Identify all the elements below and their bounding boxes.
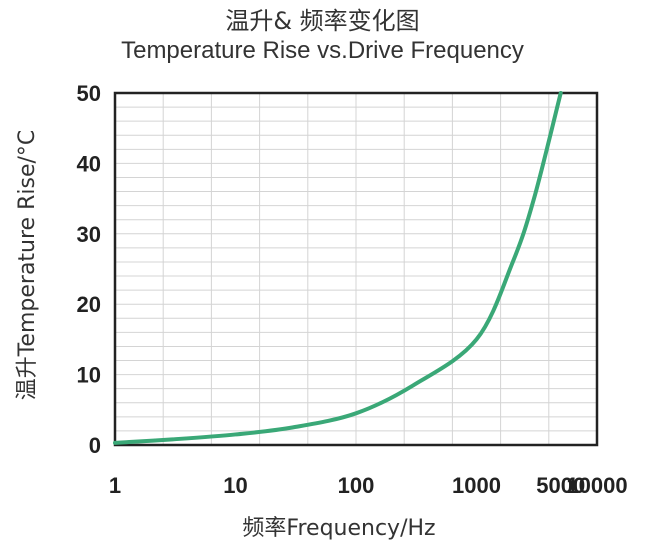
plot-frame bbox=[113, 91, 599, 447]
y-tick-label: 30 bbox=[77, 222, 101, 247]
x-tick-label: 10 bbox=[223, 473, 247, 498]
chart-subtitle: Temperature Rise vs.Drive Frequency bbox=[121, 37, 524, 64]
chart-title-block: 温升& 频率变化图 Temperature Rise vs.Drive Freq… bbox=[0, 6, 645, 66]
x-tick-label: 1000 bbox=[452, 473, 501, 498]
x-axis-label: 频率Frequency/Hz bbox=[242, 516, 436, 541]
y-tick-label: 40 bbox=[77, 151, 101, 176]
x-tick-label: 10000 bbox=[566, 473, 627, 498]
x-tick-label: 100 bbox=[338, 473, 375, 498]
y-tick-label: 0 bbox=[89, 433, 101, 458]
x-tick-label: 5000 bbox=[536, 473, 585, 498]
y-tick-label: 50 bbox=[77, 81, 101, 106]
y-tick-label: 20 bbox=[77, 292, 101, 317]
y-tick-label: 10 bbox=[77, 363, 101, 388]
x-tick-label: 1 bbox=[109, 473, 121, 498]
series-line bbox=[113, 91, 563, 445]
chart-title: 温升& 频率变化图 bbox=[225, 7, 420, 35]
